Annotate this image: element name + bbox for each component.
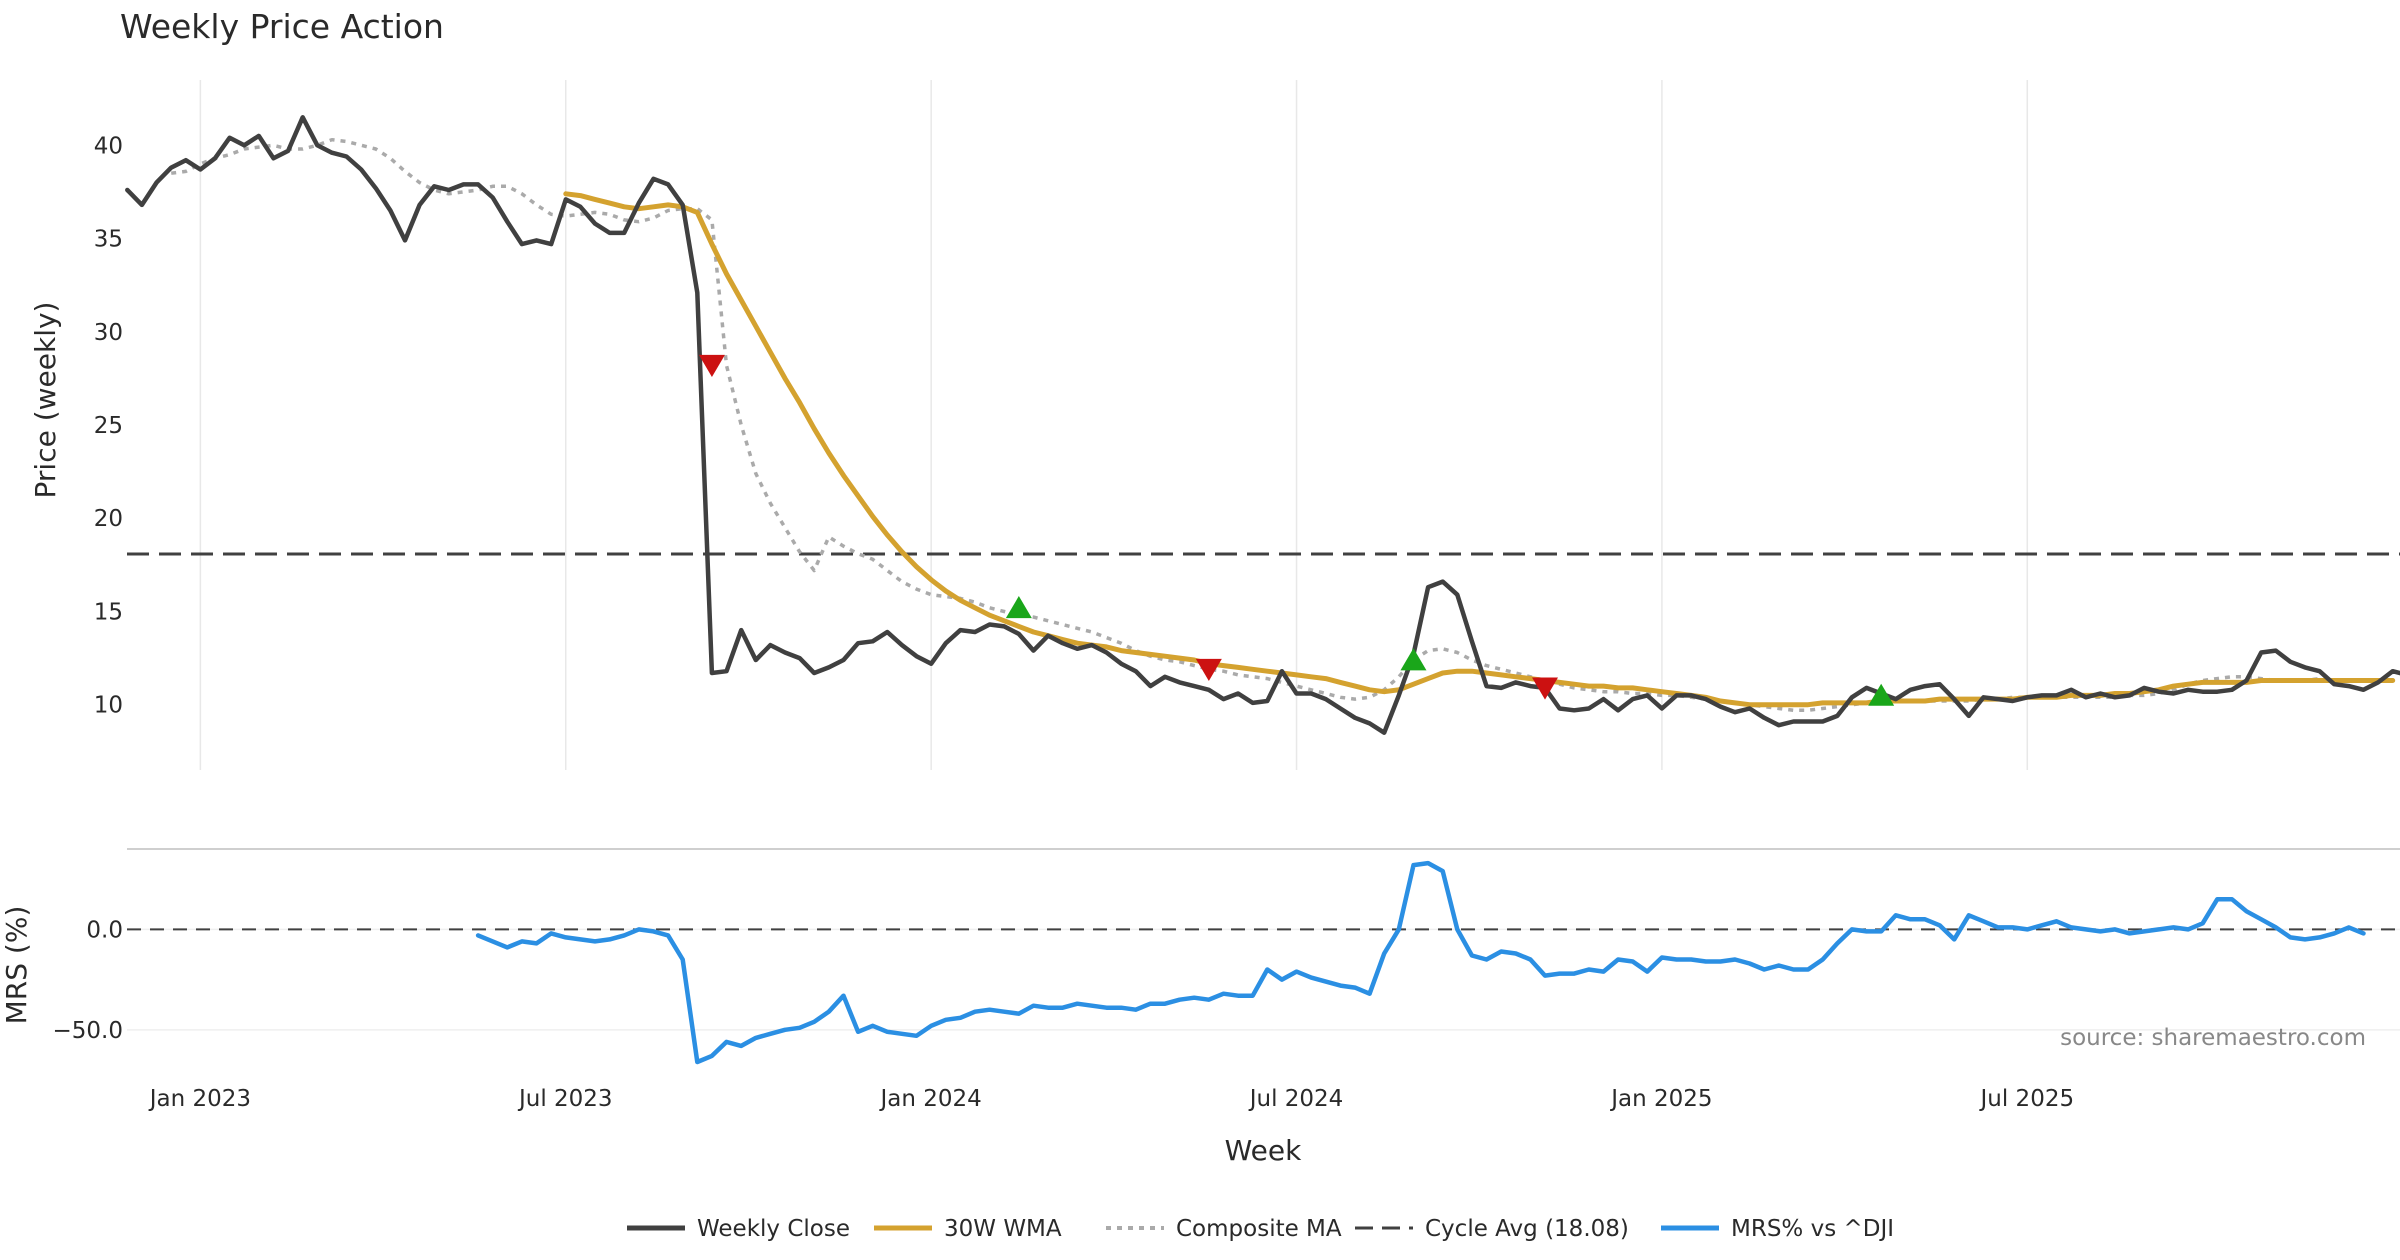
mrs-line	[475, 860, 2366, 1065]
price-y-tick-label: 10	[94, 693, 123, 719]
legend-entry: Cycle Avg (18.08)	[1425, 1216, 1629, 1242]
buy-signal-marker	[1005, 596, 1032, 619]
price-series	[125, 115, 2400, 735]
mrs-series	[127, 860, 2400, 1065]
x-tick-label: Jul 2024	[1248, 1086, 1344, 1112]
x-axis-label: Week	[1225, 1134, 1302, 1167]
x-tick-label: Jul 2025	[1979, 1086, 2075, 1112]
source-annotation: source: sharemaestro.com	[2060, 1025, 2366, 1051]
mrs-panel: MRS (%) 0.0 −50.0 source: sharemaestro.co…	[0, 848, 2400, 1065]
price-y-tick-label: 15	[94, 599, 123, 625]
composite-ma-line	[170, 137, 2335, 713]
chart-title: Weekly Price Action	[120, 7, 444, 46]
x-tick-label: Jan 2023	[148, 1086, 251, 1112]
price-panel: Price (weekly) 10 15 20 25 30 35 40	[29, 80, 2400, 770]
sell-signal-marker	[1532, 677, 1558, 700]
mrs-y-ticks: 0.0 −50.0	[53, 917, 123, 1043]
legend-entry: Composite MA	[1176, 1216, 1342, 1242]
x-axis-ticks: Jan 2023 Jul 2023 Jan 2024 Jul 2024 Jan 2025…	[148, 1086, 2074, 1112]
legend-entry: Weekly Close	[697, 1216, 850, 1242]
sell-signal-marker	[1195, 658, 1222, 681]
price-y-axis-label: Price (weekly)	[29, 302, 62, 499]
price-y-ticks: 10 15 20 25 30 35 40	[94, 133, 123, 718]
price-y-tick-label: 30	[94, 320, 123, 346]
mrs-y-axis-label: MRS (%)	[0, 906, 33, 1025]
sell-signal-marker	[698, 354, 725, 378]
legend-entry: 30W WMA	[944, 1216, 1062, 1242]
price-y-tick-label: 25	[94, 413, 123, 439]
weekly-close-line	[125, 115, 2400, 735]
price-y-tick-label: 40	[94, 133, 123, 159]
price-y-tick-label: 20	[94, 506, 123, 532]
price-y-tick-label: 35	[94, 227, 123, 253]
buy-signal-marker	[1868, 683, 1895, 706]
mrs-y-tick-label: 0.0	[86, 917, 123, 943]
buy-signal-marker	[1400, 648, 1427, 671]
legend: Weekly Close 30W WMA Composite MA Cycle Avg…	[627, 1216, 1894, 1242]
mrs-y-tick-label: −50.0	[53, 1018, 123, 1044]
signal-markers	[698, 354, 1895, 706]
x-tick-label: Jan 2024	[878, 1086, 981, 1112]
x-tick-label: Jan 2025	[1609, 1086, 1712, 1112]
x-tick-label: Jul 2023	[517, 1086, 613, 1112]
legend-entry: MRS% vs ^DJI	[1731, 1216, 1894, 1242]
